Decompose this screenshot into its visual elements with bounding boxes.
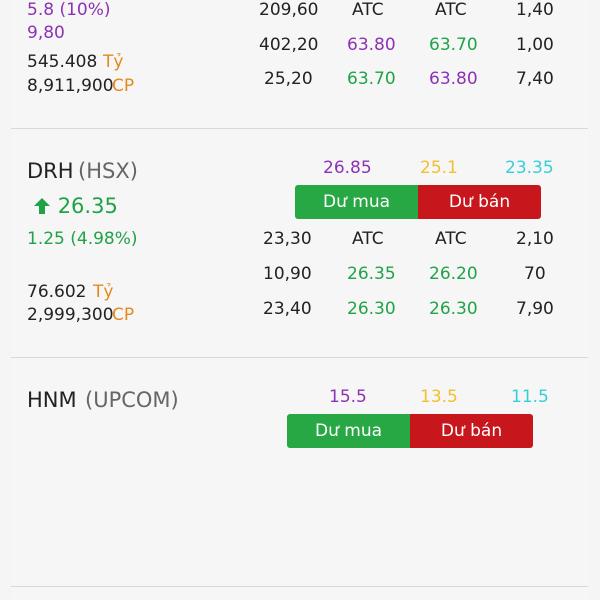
order-volume: 10,90 <box>263 264 312 284</box>
volume-unit: Tỷ <box>103 52 124 72</box>
row-divider <box>11 357 588 358</box>
order-volume: 7,90 <box>516 299 554 319</box>
ask-price: 63.70 <box>429 35 478 55</box>
sell-surplus-button[interactable]: Dư bán <box>410 414 533 448</box>
change-text: 1.25 (4.98%) <box>27 229 138 249</box>
reference-price: 25.1 <box>420 158 458 178</box>
current-price: 26.35 <box>33 196 118 217</box>
bid-price: 63.80 <box>347 35 396 55</box>
order-volume: 209,60 <box>259 0 319 20</box>
buy-surplus-button[interactable]: Dư mua <box>295 185 418 219</box>
order-volume: 2,10 <box>516 229 554 249</box>
ticker-symbol: HNM <box>27 388 77 412</box>
exchange-label: (HSX) <box>78 159 138 183</box>
shares-unit: CP <box>112 305 135 325</box>
order-volume: 23,30 <box>263 229 312 249</box>
arrow-up-icon <box>34 198 50 214</box>
bid-price: ATC <box>352 0 384 20</box>
change-text: 5.8 (10%) <box>27 0 111 20</box>
shares-value: 8,911,900 <box>27 76 114 96</box>
volume-value: 76.602 <box>27 282 87 302</box>
extra-value: 9,80 <box>27 23 65 43</box>
order-volume: 402,20 <box>259 35 319 55</box>
floor-price: 11.5 <box>511 387 549 407</box>
volume-unit: Tỷ <box>93 282 114 302</box>
bid-price: 26.30 <box>347 299 396 319</box>
order-volume: 1,00 <box>516 35 554 55</box>
bid-price: 26.35 <box>347 264 396 284</box>
ask-price: 26.20 <box>429 264 478 284</box>
ticker-symbol: DRH <box>27 159 74 183</box>
order-toggle: Dư mua Dư bán <box>287 414 533 448</box>
order-volume: 1,40 <box>516 0 554 20</box>
stock-list <box>11 0 588 600</box>
row-divider <box>11 128 588 129</box>
ceiling-price: 26.85 <box>323 158 372 178</box>
sell-surplus-button[interactable]: Dư bán <box>418 185 541 219</box>
floor-price: 23.35 <box>505 158 554 178</box>
row-divider <box>11 586 588 587</box>
ask-price: ATC <box>435 0 467 20</box>
bid-price: 63.70 <box>347 69 396 89</box>
ask-price: ATC <box>435 229 467 249</box>
order-toggle: Dư mua Dư bán <box>295 185 541 219</box>
price-value: 26.35 <box>57 194 118 218</box>
ceiling-price: 15.5 <box>329 387 367 407</box>
reference-price: 13.5 <box>420 387 458 407</box>
buy-surplus-button[interactable]: Dư mua <box>287 414 410 448</box>
volume-value: 545.408 <box>27 52 98 72</box>
order-volume: 7,40 <box>516 69 554 89</box>
ask-price: 63.80 <box>429 69 478 89</box>
order-volume: 70 <box>524 264 546 284</box>
shares-value: 2,999,300 <box>27 305 114 325</box>
order-volume: 25,20 <box>264 69 313 89</box>
order-volume: 23,40 <box>263 299 312 319</box>
ask-price: 26.30 <box>429 299 478 319</box>
bid-price: ATC <box>352 229 384 249</box>
exchange-label: (UPCOM) <box>85 388 179 412</box>
shares-unit: CP <box>112 76 135 96</box>
